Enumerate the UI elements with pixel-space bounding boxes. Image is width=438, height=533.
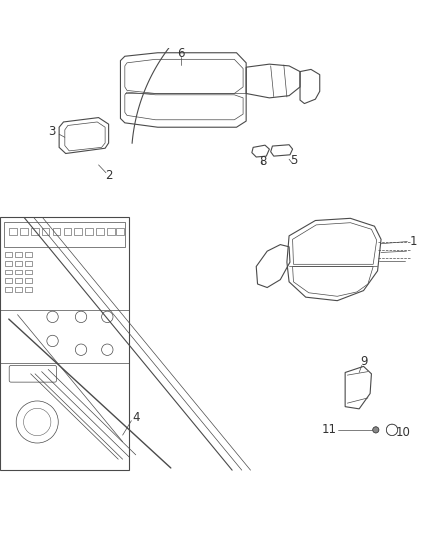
- Text: 6: 6: [177, 47, 185, 60]
- Circle shape: [373, 427, 379, 433]
- Text: 3: 3: [48, 125, 55, 138]
- Text: 4: 4: [132, 411, 140, 424]
- Text: 8: 8: [259, 155, 266, 168]
- Text: 2: 2: [105, 169, 113, 182]
- Text: 5: 5: [290, 154, 297, 167]
- Text: 10: 10: [396, 425, 410, 439]
- Text: 11: 11: [322, 423, 337, 436]
- Text: 9: 9: [360, 356, 368, 368]
- Text: 1: 1: [409, 235, 417, 248]
